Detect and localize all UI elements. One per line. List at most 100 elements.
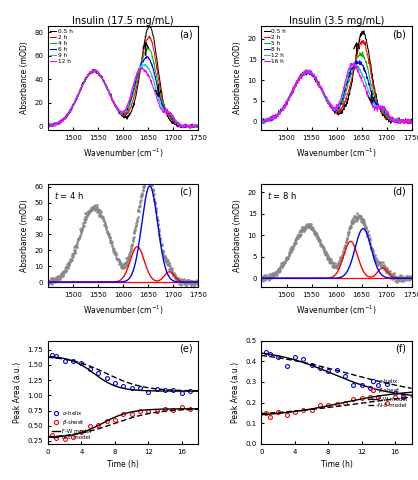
16 h	[340, 89, 345, 95]
16 h	[259, 118, 264, 124]
Line: 2 h: 2 h	[261, 41, 412, 123]
6 h	[117, 109, 122, 115]
0.5 h	[382, 115, 387, 120]
16 h	[331, 105, 336, 111]
9 h	[193, 123, 198, 129]
Line: 16 h: 16 h	[261, 63, 412, 124]
8 h	[259, 117, 264, 123]
6 h	[193, 123, 198, 129]
2 h	[382, 112, 387, 118]
4 h	[146, 45, 151, 50]
2 h	[118, 111, 123, 117]
Text: (e): (e)	[179, 344, 192, 354]
0.5 h	[331, 108, 336, 114]
12 h	[46, 122, 51, 128]
9 h	[118, 109, 123, 115]
2 h	[147, 33, 152, 39]
Line: 12 h: 12 h	[261, 63, 412, 123]
16 h	[409, 120, 414, 125]
Line: 0.5 h: 0.5 h	[48, 26, 199, 128]
12 h	[397, 120, 402, 126]
16 h	[382, 106, 387, 111]
5 h	[360, 49, 365, 55]
0.5 h	[259, 118, 264, 124]
Text: $t$ = 8 h: $t$ = 8 h	[268, 190, 298, 201]
Legend: 0.5 h, 2 h, 5 h, 8 h, 12 h, 16 h: 0.5 h, 2 h, 5 h, 8 h, 12 h, 16 h	[263, 28, 287, 64]
12 h	[118, 108, 123, 114]
Line: 9 h: 9 h	[48, 64, 199, 128]
5 h	[331, 105, 336, 111]
16 h	[351, 60, 356, 66]
Title: Insulin (17.5 mg/mL): Insulin (17.5 mg/mL)	[72, 16, 174, 25]
2 h	[169, 117, 174, 123]
9 h	[127, 97, 132, 103]
5 h	[330, 107, 335, 113]
5 h	[406, 120, 411, 125]
X-axis label: Wavenumber (cm$^{-1}$): Wavenumber (cm$^{-1}$)	[83, 146, 163, 159]
12 h	[259, 117, 264, 122]
12 h	[331, 104, 336, 110]
2 h	[348, 80, 353, 86]
12 h	[196, 123, 201, 129]
8 h	[398, 121, 403, 127]
Y-axis label: Absorbance (mOD): Absorbance (mOD)	[233, 42, 242, 114]
12 h	[409, 120, 414, 125]
0.5 h	[406, 120, 411, 126]
2 h	[340, 103, 345, 109]
0.5 h	[405, 120, 410, 126]
16 h	[406, 117, 411, 123]
2 h	[406, 119, 411, 125]
6 h	[196, 124, 201, 130]
9 h	[135, 69, 140, 74]
X-axis label: Wavenumber (cm$^{-1}$): Wavenumber (cm$^{-1}$)	[296, 146, 377, 159]
0.5 h	[330, 107, 335, 112]
Y-axis label: Peak Area (a.u.): Peak Area (a.u.)	[231, 362, 240, 423]
Text: $t$ = 4 h: $t$ = 4 h	[54, 190, 84, 201]
6 h	[118, 109, 123, 115]
2 h	[401, 120, 406, 126]
Text: (c): (c)	[179, 187, 192, 197]
9 h	[169, 112, 174, 118]
4 h	[118, 110, 123, 116]
8 h	[409, 118, 414, 124]
2 h	[117, 108, 122, 114]
0.5 h	[196, 124, 201, 130]
0.5 h	[118, 111, 123, 117]
5 h	[348, 71, 353, 76]
X-axis label: Wavenumber (cm$^{-1}$): Wavenumber (cm$^{-1}$)	[83, 303, 163, 317]
4 h	[192, 125, 197, 131]
5 h	[408, 121, 413, 127]
X-axis label: Time (h): Time (h)	[107, 460, 139, 469]
2 h	[196, 123, 201, 129]
12 h	[382, 108, 387, 113]
4 h	[193, 122, 198, 128]
6 h	[135, 72, 140, 78]
2 h	[189, 125, 194, 131]
2 h	[330, 105, 335, 111]
0.5 h	[187, 125, 192, 131]
12 h	[330, 106, 335, 111]
Legend: 0.5 h, 2 h, 4 h, 6 h, 9 h, 12 h: 0.5 h, 2 h, 4 h, 6 h, 9 h, 12 h	[50, 28, 74, 64]
9 h	[196, 123, 201, 129]
12 h	[348, 64, 353, 70]
9 h	[117, 109, 122, 115]
8 h	[331, 105, 336, 110]
8 h	[340, 96, 345, 102]
8 h	[348, 67, 353, 72]
0.5 h	[135, 84, 140, 90]
0.5 h	[348, 85, 353, 91]
4 h	[169, 114, 174, 120]
2 h	[409, 119, 414, 125]
9 h	[193, 125, 198, 131]
4 h	[117, 109, 122, 115]
2 h	[135, 78, 140, 84]
16 h	[348, 63, 353, 69]
2 h	[259, 119, 264, 124]
Title: Insulin (3.5 mg/mL): Insulin (3.5 mg/mL)	[289, 16, 384, 25]
9 h	[46, 123, 51, 129]
Line: 0.5 h: 0.5 h	[261, 31, 412, 123]
16 h	[407, 121, 412, 127]
6 h	[127, 100, 132, 106]
Line: 6 h: 6 h	[48, 57, 199, 128]
12 h	[340, 92, 345, 98]
